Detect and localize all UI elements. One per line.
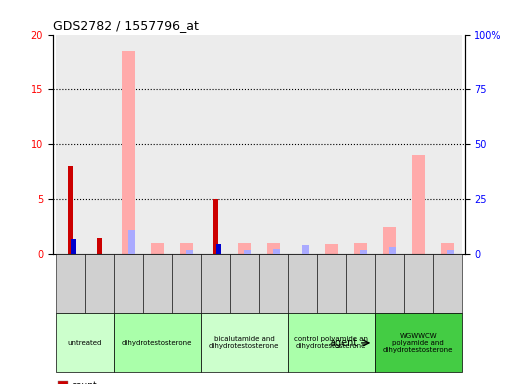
Bar	[375, 35, 404, 254]
Text: WGWWCW
polyamide and
dihydrotestosterone: WGWWCW polyamide and dihydrotestosterone	[383, 333, 454, 353]
Bar	[259, 35, 288, 254]
Bar	[230, 254, 259, 313]
Bar	[259, 254, 288, 313]
Bar	[143, 254, 172, 313]
Bar	[441, 243, 454, 254]
Bar	[412, 156, 425, 254]
Text: dihydrotestosterone: dihydrotestosterone	[122, 340, 192, 346]
Bar	[172, 35, 201, 254]
Bar	[150, 243, 164, 254]
Bar	[201, 35, 230, 254]
Bar	[230, 35, 259, 254]
Text: untreated: untreated	[68, 340, 102, 346]
Bar	[68, 166, 73, 254]
Bar	[180, 243, 193, 254]
Bar	[383, 227, 396, 254]
Bar	[404, 254, 433, 313]
Bar	[128, 230, 135, 254]
Bar	[201, 254, 230, 313]
Text: control polyamide an
dihydrotestosterone: control polyamide an dihydrotestosterone	[294, 336, 368, 349]
Bar	[346, 35, 375, 254]
Bar	[114, 313, 201, 372]
Bar	[317, 254, 346, 313]
Bar	[354, 243, 367, 254]
Bar	[288, 254, 317, 313]
Bar	[433, 254, 462, 313]
Bar	[238, 243, 251, 254]
Bar	[433, 35, 462, 254]
Bar	[84, 254, 114, 313]
Bar	[55, 313, 114, 372]
Text: agent: agent	[329, 338, 358, 348]
Bar	[186, 250, 193, 254]
Bar	[325, 244, 338, 254]
Bar	[317, 35, 346, 254]
Bar	[121, 51, 135, 254]
Bar	[55, 35, 84, 254]
Bar	[201, 313, 288, 372]
Bar	[267, 243, 280, 254]
Bar	[375, 313, 462, 372]
Bar	[114, 254, 143, 313]
Bar	[447, 250, 454, 254]
Text: GDS2782 / 1557796_at: GDS2782 / 1557796_at	[53, 19, 199, 32]
Bar	[288, 35, 317, 254]
Bar	[288, 313, 375, 372]
Bar	[114, 35, 143, 254]
Bar	[404, 35, 433, 254]
Bar	[273, 249, 280, 254]
Bar	[375, 254, 404, 313]
Bar	[97, 238, 102, 254]
Bar	[55, 254, 84, 313]
Bar	[302, 245, 309, 254]
Bar	[346, 254, 375, 313]
Bar	[389, 247, 397, 254]
Text: bicalutamide and
dihydrotestosterone: bicalutamide and dihydrotestosterone	[209, 336, 279, 349]
Bar	[172, 254, 201, 313]
Bar	[213, 199, 218, 254]
Text: count: count	[71, 381, 97, 384]
Bar	[244, 250, 251, 254]
Bar	[143, 35, 172, 254]
Bar	[216, 244, 221, 254]
Bar	[71, 239, 76, 254]
Bar	[360, 250, 367, 254]
Bar	[84, 35, 114, 254]
